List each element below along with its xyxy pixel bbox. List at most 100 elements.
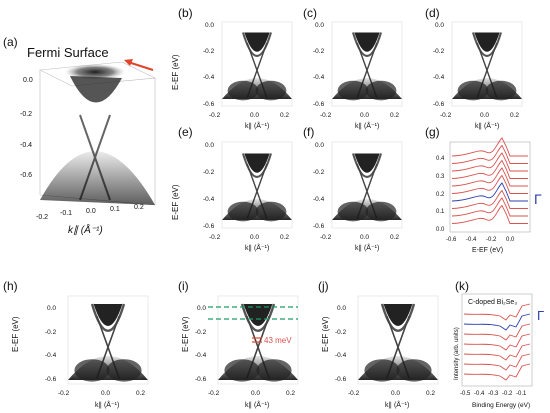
panel-g-xtick: -0.4: [466, 237, 477, 243]
panel-g-xtick: -0.2: [486, 237, 497, 243]
edc-curve: [451, 189, 528, 209]
panel-k-xlabel: Binding Energy (eV): [472, 402, 530, 409]
panel-a-ytick: -0.6: [20, 172, 32, 179]
panel-e-ytick: -0.4: [203, 196, 215, 203]
panel-i-ytick: -0.4: [195, 352, 207, 359]
edc-curves: [451, 137, 528, 224]
panel-c-xlabel: k∥ (Å⁻¹): [355, 121, 379, 130]
panel-k-xtick: -0.1: [516, 391, 527, 397]
panel-k-xtick: -0.5: [460, 391, 471, 397]
panel-a-xtick: -0.1: [60, 210, 72, 217]
panel-h-ytick: -0.2: [45, 329, 57, 336]
panel-a-title: Fermi Surface: [27, 45, 109, 60]
panel-c-ytick: -0.4: [313, 74, 325, 81]
panel-k-label: (k): [455, 279, 469, 293]
panel-e-ytick: -0.2: [203, 169, 215, 176]
edc-curve: [451, 144, 528, 164]
panel-f-ytick: 0.0: [315, 142, 324, 149]
panel-k: (k) C-doped Bi₂Se₃ Intensity (arb. units…: [454, 279, 544, 409]
panel-g-ytick: 0.0: [436, 227, 445, 233]
panel-h-xlabel: k∥ (Å⁻¹): [95, 400, 119, 409]
gap-annotation: 43 meV: [264, 336, 292, 345]
panel-k-title: C-doped Bi₂Se₃: [468, 299, 517, 306]
panel-h-ytick: -0.4: [45, 352, 57, 359]
panel-h-label: (h): [3, 279, 18, 293]
edc-curve: [451, 167, 528, 187]
panel-b-ytick: -0.4: [203, 74, 215, 81]
panel-g-xtick: -0.6: [446, 237, 457, 243]
panel-b-spectrum-image: [222, 31, 292, 102]
panel-j-spectrum-image: [358, 302, 438, 383]
panel-h-spectrum-image: [68, 302, 148, 383]
panel-j-xtick: 0.2: [426, 390, 435, 397]
panel-f-ytick: -0.4: [313, 196, 325, 203]
panel-g-label: (g): [425, 125, 440, 139]
arrow-icon: [127, 61, 154, 71]
panel-h-xtick: -0.2: [58, 390, 70, 397]
panel-i-ytick: 0.0: [197, 305, 206, 312]
panel-k-xtick: -0.4: [474, 391, 485, 397]
panel-c-xtick: -0.2: [320, 112, 332, 119]
panel-b-xtick: -0.2: [209, 112, 221, 119]
arrow-head-icon: [124, 59, 133, 66]
panel-h-xtick: 0.2: [136, 390, 145, 397]
panel-g-ytick: 0.1: [436, 209, 445, 215]
panel-c-ytick: -0.2: [313, 48, 325, 55]
panel-e: (e) E-EF (eV) 0.0 -0.2 -0.4 -0.6 -0.2 0.…: [171, 125, 293, 252]
edc-curve: [451, 174, 528, 194]
panel-c-ytick: -0.6: [313, 101, 325, 108]
edc-curve: [451, 197, 528, 217]
intensity-curve: [463, 363, 531, 381]
panel-k-ylabel: Intensity (arb. units): [454, 327, 460, 380]
panel-h: (h) E-EF (eV) 0.0 -0.2 -0.4 -0.6 -0.2 0.…: [3, 279, 149, 409]
panel-e-ytick: -0.6: [203, 223, 215, 230]
panel-b-xtick: 0.2: [280, 112, 289, 119]
panel-a: (a) Fermi Surface 0.0 -0.2 -0.4 -0.6 -0.…: [3, 35, 157, 236]
intensity-curve: [463, 333, 531, 351]
panel-d-ytick: -0.4: [433, 74, 445, 81]
panel-i-ylabel: E-EF (eV): [181, 316, 190, 352]
panel-b-ytick: -0.6: [203, 101, 215, 108]
panel-b-ylabel: E-EF (eV): [171, 54, 180, 90]
panel-b-ytick: -0.2: [203, 48, 215, 55]
gamma-marker-g: Γ: [534, 191, 542, 207]
panel-c-spectrum-image: [332, 31, 402, 102]
edc-curve: [451, 137, 528, 157]
panel-g-ytick: 0.3: [436, 174, 445, 180]
panel-c-xtick: 0.0: [360, 112, 369, 119]
edc-curve: [451, 152, 528, 172]
panel-d-ytick: -0.6: [433, 101, 445, 108]
panel-b-xtick: 0.0: [250, 112, 259, 119]
panel-d-xtick: 0.2: [510, 112, 519, 119]
panel-f-label: (f): [303, 125, 314, 139]
panel-f-xtick: 0.0: [360, 234, 369, 241]
panel-j-ylabel: E-EF (eV): [321, 316, 330, 352]
panel-h-ytick: -0.6: [45, 376, 57, 383]
panel-h-ylabel: E-EF (eV): [11, 316, 20, 352]
panel-k-xtick: -0.3: [488, 391, 499, 397]
panel-c-ytick: 0.0: [315, 22, 324, 29]
panel-b-label: (b): [178, 6, 193, 20]
panel-d-spectrum-image: [452, 31, 522, 102]
panel-g-xtick: 0.0: [506, 237, 515, 243]
panel-a-xtick: 0.1: [110, 206, 120, 213]
panel-j: (j) E-EF (eV) 0.0 -0.2 -0.4 -0.6 -0.2 0.…: [318, 279, 439, 409]
panel-a-ytick: 0.0: [23, 77, 33, 84]
panel-e-xtick: -0.2: [209, 234, 221, 241]
intensity-curve: [463, 343, 531, 361]
panel-j-xlabel: k∥ (Å⁻¹): [385, 400, 409, 409]
edc-curve: [451, 182, 528, 202]
panel-g: (g) 0.4 0.3 0.2 0.1 0.0 -0.6 -0.4 -0.2 0…: [425, 125, 542, 254]
panel-a-ytick: -0.2: [20, 111, 32, 118]
panel-g-ytick: 0.4: [436, 156, 445, 162]
intensity-curve: [463, 313, 531, 331]
panel-e-spectrum-image: [222, 152, 292, 223]
panel-e-xlabel: k∥ (Å⁻¹): [245, 243, 269, 252]
panel-h-ytick: 0.0: [47, 305, 56, 312]
panel-c-label: (c): [303, 6, 317, 20]
panel-j-ytick: -0.6: [335, 376, 347, 383]
panel-j-xtick: 0.0: [391, 390, 400, 397]
cone-image: [70, 76, 122, 103]
panel-a-xlabel: k∥ (Å⁻¹): [68, 223, 103, 236]
panel-d-xtick: 0.0: [480, 112, 489, 119]
